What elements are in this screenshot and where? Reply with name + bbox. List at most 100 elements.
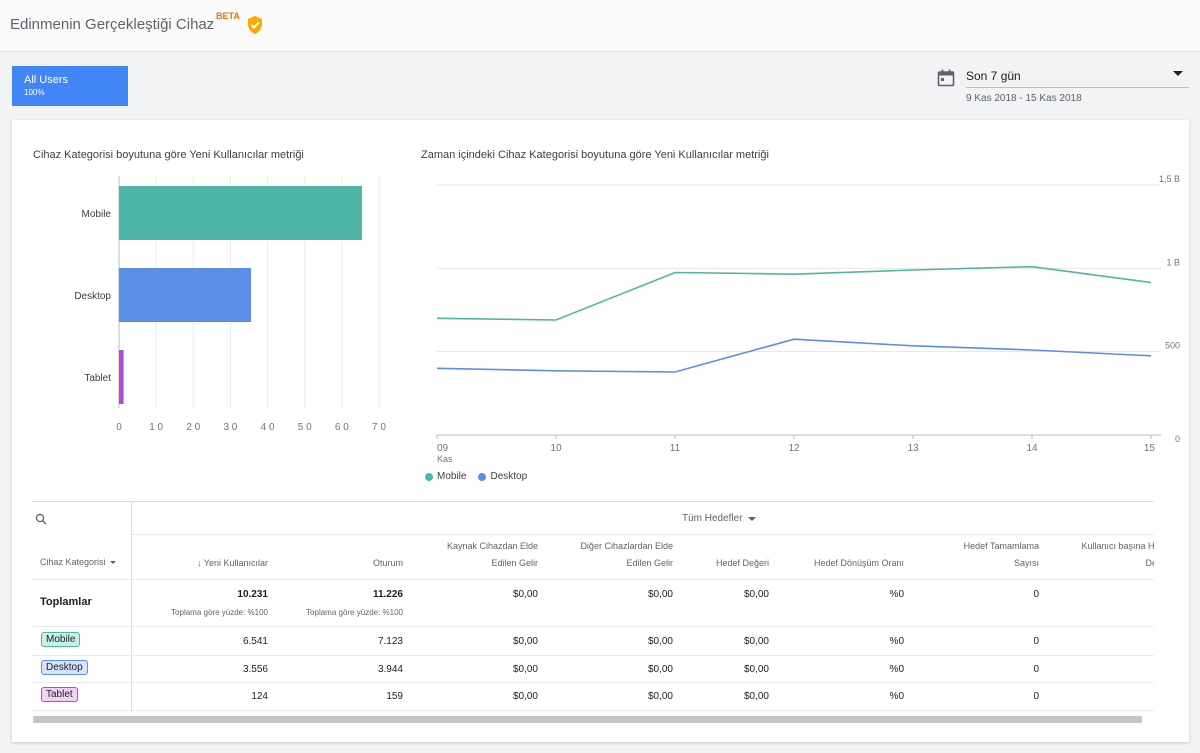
totals-cell: $0,00 [743, 589, 769, 600]
table-cell: 7.123 [377, 636, 403, 647]
legend-dot-mobile [425, 472, 433, 481]
x-tick-label: 2 0 [186, 422, 200, 433]
x-tick-label: 6 0 [335, 422, 349, 433]
x-tick-label: 3 0 [223, 422, 237, 433]
x-tick-label: 4 0 [261, 422, 275, 433]
legend-label: Desktop [490, 471, 528, 482]
table-cell: 0 [1033, 664, 1039, 675]
table-cell: $ [1042, 636, 1154, 647]
totals-percent-note: Toplama göre yüzde: %100 [306, 608, 403, 617]
table-divider [32, 655, 1154, 656]
table-cell: 6.541 [242, 636, 268, 647]
dimension-header-label: Cihaz Kategorisi [40, 557, 106, 567]
bar-desktop[interactable] [119, 268, 252, 322]
column-header[interactable]: Oturum [273, 538, 403, 572]
segment-name: All Users [24, 74, 69, 86]
table-cell: $0,00 [647, 691, 673, 702]
x-tick-label: 15 [1144, 443, 1156, 454]
category-label: Desktop [74, 291, 111, 302]
table-cell: $ [1042, 664, 1154, 675]
column-header[interactable]: Kaynak Cihazdan Elde Edilen Gelir [408, 538, 538, 572]
line-chart-legend: Mobile Desktop [425, 471, 527, 482]
legend-item-desktop[interactable]: Desktop [478, 471, 527, 482]
column-header[interactable]: Hedef Dönüşüm Oranı [774, 538, 904, 572]
x-tick-label: 1 0 [149, 422, 163, 433]
column-header-line2: Değeri [1145, 558, 1154, 568]
totals-cell: %0 [889, 589, 904, 600]
series-line-mobile[interactable] [436, 265, 1152, 321]
beta-badge: BETA [216, 11, 240, 21]
column-header-line1 [679, 538, 769, 555]
y-tick-label: 500 [1165, 341, 1180, 351]
table-cell: 159 [386, 691, 403, 702]
segment-percent: 100% [24, 88, 45, 97]
column-header-line1 [273, 538, 403, 555]
legend-item-mobile[interactable]: Mobile [425, 471, 466, 482]
table-cell: 124 [251, 691, 268, 702]
table-cell: 0 [1033, 691, 1039, 702]
table-cell: $0,00 [743, 691, 769, 702]
bar-tablet[interactable] [119, 350, 124, 404]
totals-cell: 11.226 [372, 589, 403, 600]
category-label: Mobile [82, 209, 112, 220]
horizontal-scrollbar[interactable] [33, 716, 1142, 723]
dimension-header[interactable]: Cihaz Kategorisi [40, 557, 116, 567]
series-line-desktop[interactable] [436, 338, 1152, 373]
column-header-line2: Edilen Gelir [491, 558, 538, 568]
bar-mobile[interactable] [119, 186, 362, 240]
x-tick-label: 7 0 [372, 422, 386, 433]
chevron-down-icon [747, 516, 756, 521]
row-dimension-mobile[interactable]: Mobile [41, 632, 81, 647]
y-tick-label: 1,5 B [1159, 174, 1180, 184]
table-divider [32, 579, 1154, 580]
table-cell: 3.944 [377, 664, 403, 675]
category-label: Tablet [84, 373, 111, 384]
legend-label: Mobile [437, 471, 467, 482]
verified-shield-icon [248, 16, 262, 34]
date-range-picker[interactable]: Son 7 gün 9 Kas 2018 - 15 Kas 2018 [937, 66, 1189, 106]
legend-dot-desktop [478, 472, 487, 481]
chevron-down-icon[interactable] [1173, 71, 1183, 76]
table-divider [32, 626, 1154, 627]
column-header-line2: Hedef Değeri [715, 558, 769, 568]
row-dimension-desktop[interactable]: Desktop [41, 660, 88, 675]
totals-cell: $0,00 [647, 589, 673, 600]
x-axis-month-label: Kas [437, 454, 453, 464]
report-card: Cihaz Kategorisi boyutuna göre Yeni Kull… [12, 120, 1189, 742]
top-bar: Edinmenin Gerçekleştiği Cihaz BETA [0, 0, 1200, 52]
segment-all-users[interactable]: All Users 100% [12, 66, 128, 106]
table-cell: $0,00 [512, 691, 538, 702]
column-header[interactable]: Diğer Cihazlardan Elde Edilen Gelir [543, 538, 673, 572]
totals-cell: $ [1042, 589, 1154, 600]
table-divider [32, 710, 1154, 711]
date-picker-underline [966, 87, 1189, 88]
table-cell: $0,00 [743, 664, 769, 675]
column-header[interactable]: Hedef Tamamlama Sayısı [909, 538, 1039, 572]
totals-cell: 10.231 [237, 589, 268, 600]
row-dimension-tablet[interactable]: Tablet [41, 687, 78, 702]
totals-cell: 0 [1033, 589, 1039, 600]
table-cell: $0,00 [647, 636, 673, 647]
column-header[interactable]: Hedef Değeri [679, 538, 769, 572]
table-cell: %0 [889, 636, 904, 647]
date-range-label: Son 7 gün [966, 69, 1021, 83]
table-search[interactable] [32, 502, 131, 535]
calendar-icon [937, 69, 955, 87]
column-header-line2: Hedef Dönüşüm Oranı [813, 558, 904, 568]
table-cell: %0 [889, 664, 904, 675]
y-tick-label: 0 [1175, 434, 1180, 444]
column-header-line1: Kaynak Cihazdan Elde [446, 541, 538, 551]
bar-chart: 0 1 0 2 0 3 0 4 0 5 0 6 0 7 0 Mobile Desktop Table… [74, 176, 386, 433]
totals-percent-note: Toplama göre yüzde: %100 [171, 608, 268, 617]
table-cell: $ [1042, 691, 1154, 702]
column-header[interactable]: ↓ Yeni Kullanıcılar [138, 538, 268, 572]
chevron-down-icon [109, 560, 116, 564]
table-cell: $0,00 [512, 664, 538, 675]
x-tick-label: 0 [116, 422, 122, 433]
column-header-line1: Diğer Cihazlardan Elde [580, 541, 673, 551]
column-header[interactable]: Kullanıcı başına Hedef Değeri [1042, 538, 1154, 572]
search-icon [35, 513, 47, 525]
column-header-line1 [138, 538, 268, 555]
goals-dropdown[interactable]: Tüm Hedefler [682, 513, 756, 524]
table-divider [32, 501, 1154, 502]
